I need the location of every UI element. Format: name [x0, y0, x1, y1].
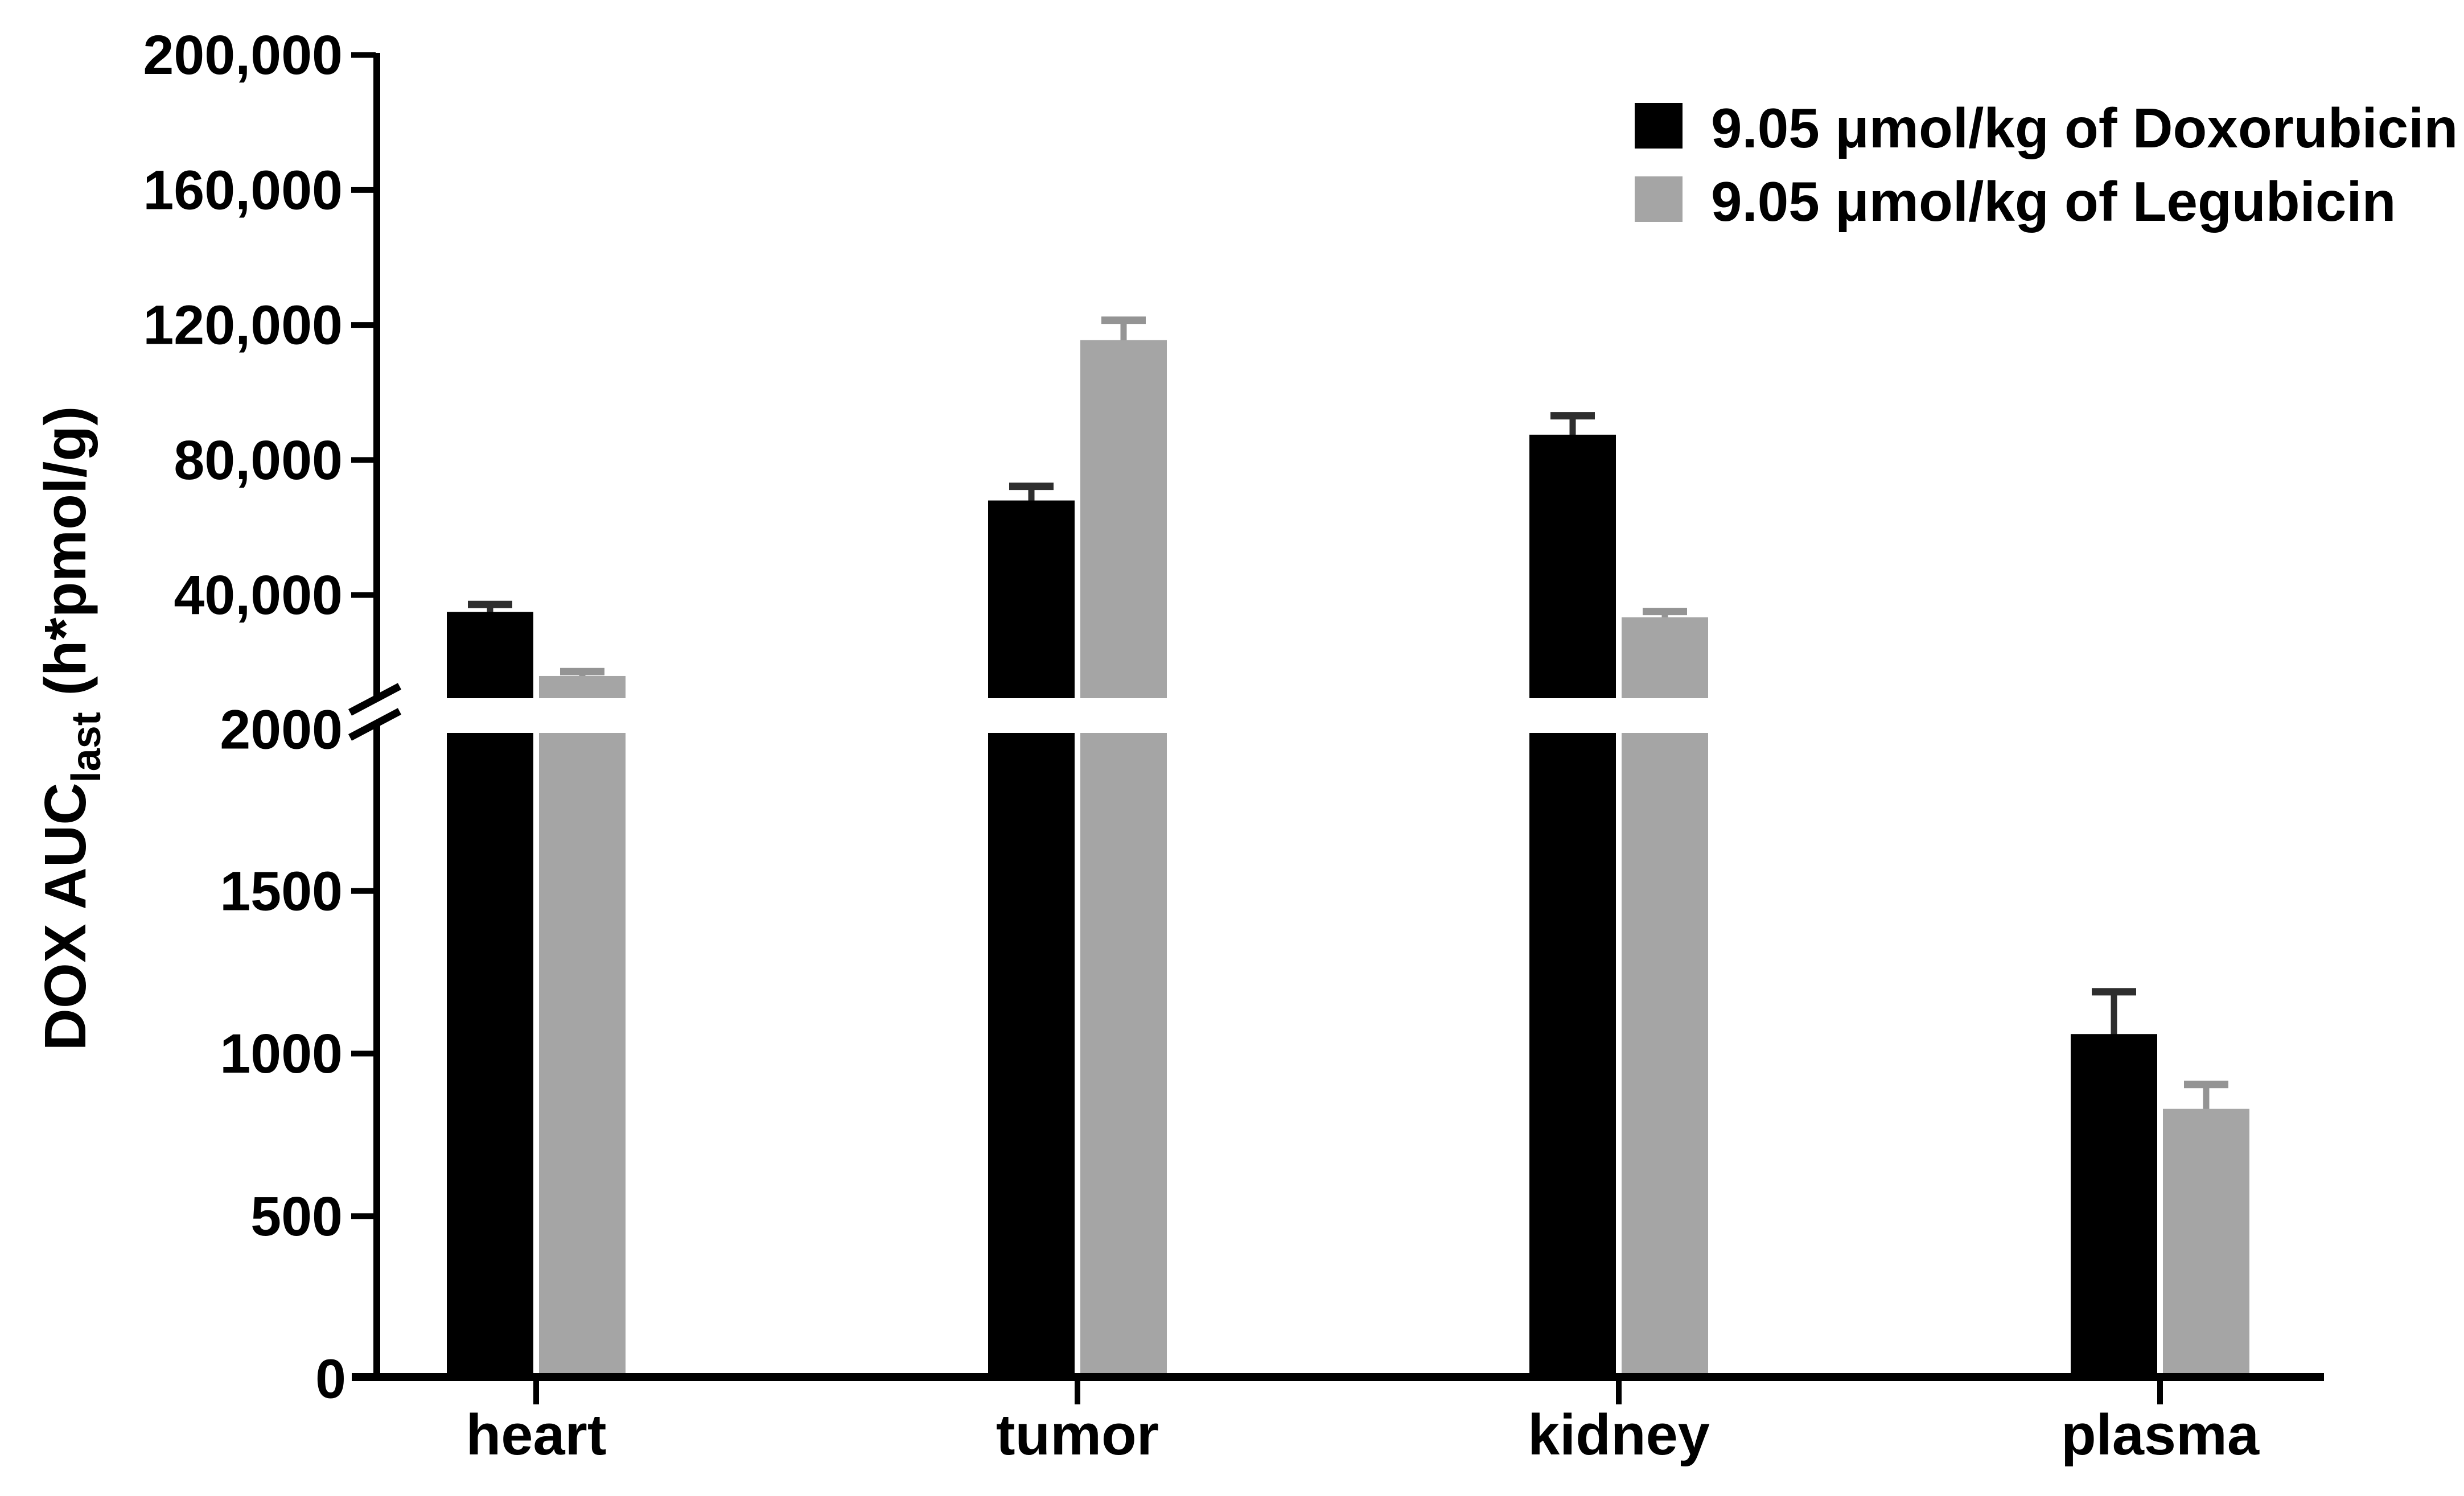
legend-swatch-doxorubicin	[1635, 103, 1683, 149]
bar-heart-upper-segment	[447, 612, 533, 698]
y-tick-label-1000: 1000	[220, 1023, 343, 1085]
axis-break-slash-lower	[348, 708, 402, 741]
bar-tumor-lower-segment	[988, 733, 1075, 1379]
x-category-label-heart: heart	[466, 1403, 607, 1467]
y-tick-label-2000: 2000	[220, 699, 343, 761]
series-doxorubicin	[447, 412, 2157, 1379]
y-tick-label-160,000: 160,000	[143, 159, 343, 221]
bar-plasma	[2071, 1034, 2157, 1379]
bar-tumor-upper-segment	[1080, 340, 1167, 698]
bar-tumor-lower-segment	[1080, 733, 1167, 1379]
y-tick-label-500: 500	[250, 1185, 343, 1247]
x-category-label-tumor: tumor	[996, 1403, 1159, 1467]
x-category-label-plasma: plasma	[2061, 1403, 2260, 1467]
y-tick-label-200,000: 200,000	[143, 24, 343, 86]
y-axis-title: DOX AUClast (h*pmol/g)	[32, 406, 109, 1050]
bar-heart-lower-segment	[539, 733, 626, 1379]
legend-swatch-legubicin	[1635, 176, 1683, 222]
legend: 9.05 μmol/kg of Doxorubicin 9.05 μmol/kg …	[1635, 97, 2458, 233]
bar-kidney-lower-segment	[1622, 733, 1708, 1379]
bar-kidney-upper-segment	[1622, 617, 1708, 698]
x-category-label-kidney: kidney	[1528, 1403, 1710, 1467]
axis-break-slash-upper	[348, 683, 402, 716]
legend-label-legubicin: 9.05 μmol/kg of Legubicin	[1711, 170, 2396, 233]
legend-label-doxorubicin: 9.05 μmol/kg of Doxorubicin	[1711, 97, 2458, 159]
bar-kidney-lower-segment	[1529, 733, 1616, 1379]
y-tick-label-0: 0	[315, 1348, 346, 1410]
bar-tumor-upper-segment	[988, 500, 1075, 698]
y-tick-label-1500: 1500	[220, 860, 343, 922]
y-tick-label-40,000: 40,000	[174, 564, 343, 626]
y-tick-label-120,000: 120,000	[143, 294, 343, 356]
bar-heart-lower-segment	[447, 733, 533, 1379]
bar-heart-upper-segment	[539, 675, 626, 698]
bar-plasma	[2163, 1108, 2249, 1379]
bar-kidney-upper-segment	[1529, 434, 1616, 698]
y-tick-label-80,000: 80,000	[174, 429, 343, 491]
series-legubicin	[539, 316, 2249, 1379]
